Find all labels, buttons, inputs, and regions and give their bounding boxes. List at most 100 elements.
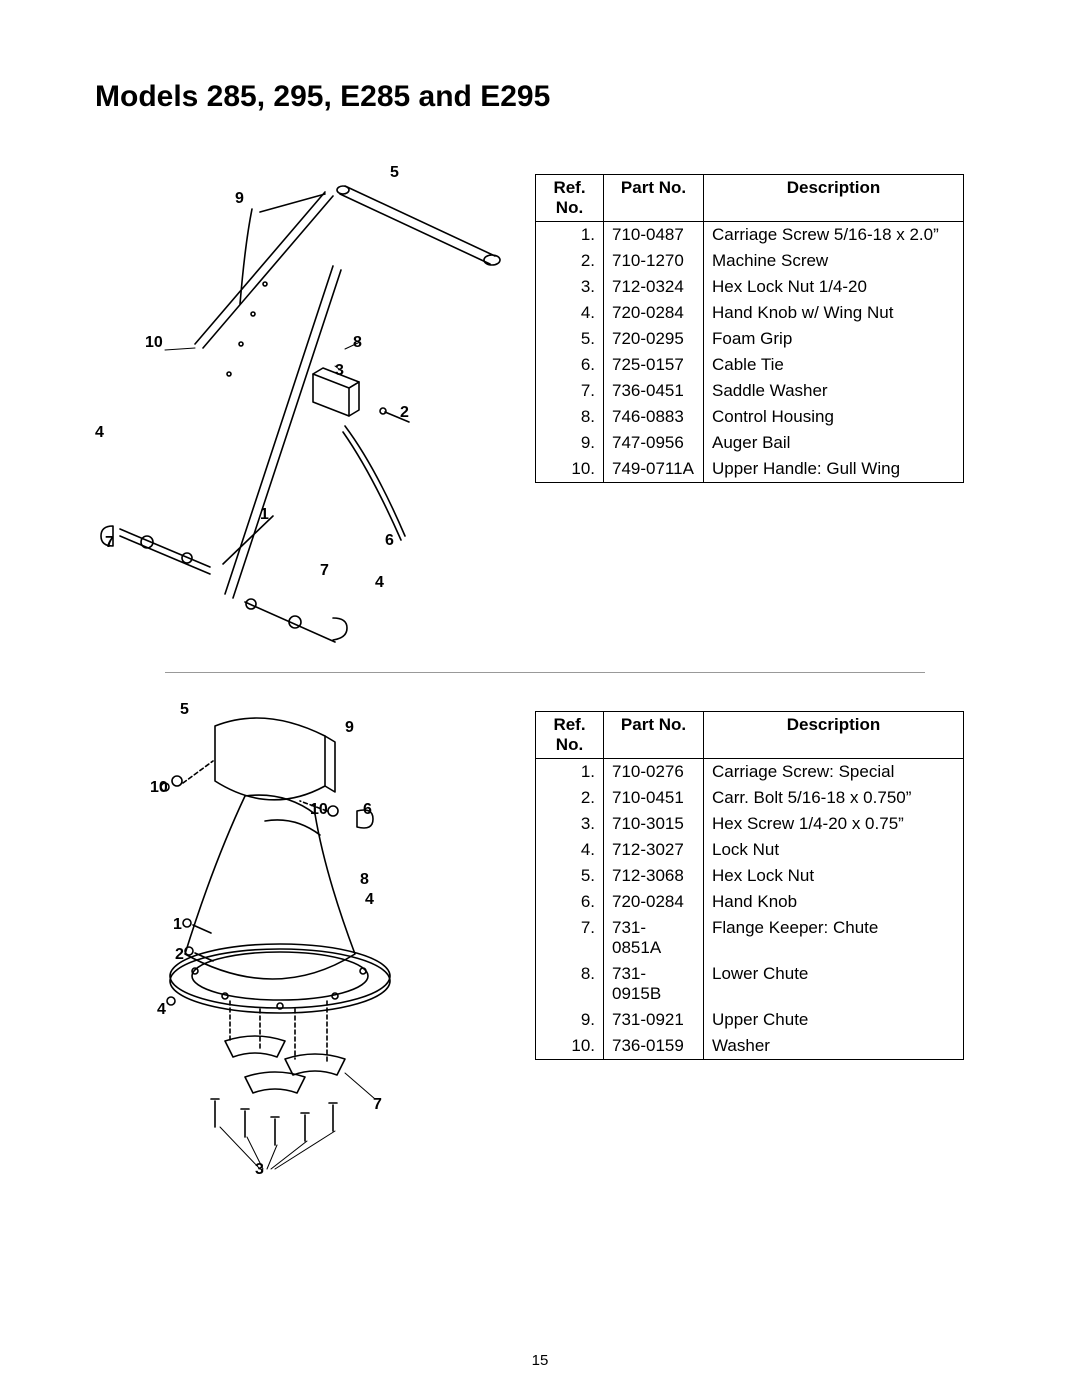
cell-part: 747-0956 [604, 430, 704, 456]
table-row: 9.747-0956Auger Bail [536, 430, 964, 456]
table-row: 7.731-0851AFlange Keeper: Chute [536, 915, 964, 961]
table-row: 2.710-1270Machine Screw [536, 248, 964, 274]
cell-ref: 5. [536, 326, 604, 352]
table-row: 2.710-0451Carr. Bolt 5/16-18 x 0.750” [536, 785, 964, 811]
cell-part: 731-0921 [604, 1007, 704, 1033]
table-row: 8.731-0915BLower Chute [536, 961, 964, 1007]
callout-number: 4 [365, 891, 374, 909]
callout-number: 5 [390, 164, 399, 182]
cell-ref: 1. [536, 222, 604, 249]
cell-ref: 6. [536, 352, 604, 378]
cell-desc: Control Housing [704, 404, 964, 430]
cell-desc: Flange Keeper: Chute [704, 915, 964, 961]
callout-number: 7 [320, 562, 329, 580]
page-number: 15 [0, 1352, 1080, 1369]
callout-number: 1 [173, 916, 182, 934]
th-part: Part No. [604, 712, 704, 759]
cell-ref: 4. [536, 300, 604, 326]
cell-part: 710-0276 [604, 759, 704, 786]
cell-desc: Upper Handle: Gull Wing [704, 456, 964, 483]
callout-number: 7 [105, 534, 114, 552]
diagram-chute: 59101068412473 [95, 701, 505, 1201]
table-row: 9.731-0921Upper Chute [536, 1007, 964, 1033]
table-row: 6.725-0157Cable Tie [536, 352, 964, 378]
cell-desc: Foam Grip [704, 326, 964, 352]
cell-ref: 7. [536, 378, 604, 404]
cell-desc: Hand Knob w/ Wing Nut [704, 300, 964, 326]
table-row: 5.712-3068Hex Lock Nut [536, 863, 964, 889]
cell-part: 725-0157 [604, 352, 704, 378]
cell-ref: 4. [536, 837, 604, 863]
callout-number: 2 [400, 404, 409, 422]
cell-ref: 5. [536, 863, 604, 889]
cell-part: 712-3068 [604, 863, 704, 889]
cell-part: 710-0451 [604, 785, 704, 811]
callout-number: 5 [180, 701, 189, 719]
cell-part: 710-1270 [604, 248, 704, 274]
callout-number: 7 [373, 1096, 382, 1114]
cell-ref: 2. [536, 248, 604, 274]
handle-svg [95, 164, 505, 644]
cell-part: 749-0711A [604, 456, 704, 483]
cell-ref: 3. [536, 811, 604, 837]
callout-number: 4 [375, 574, 384, 592]
diagram-handle: 5910832417674 [95, 164, 505, 644]
chute-svg [95, 701, 505, 1201]
th-part: Part No. [604, 175, 704, 222]
callout-number: 2 [175, 946, 184, 964]
callout-number: 8 [353, 334, 362, 352]
callout-number: 9 [345, 719, 354, 737]
cell-desc: Hex Screw 1/4-20 x 0.75” [704, 811, 964, 837]
cell-desc: Lower Chute [704, 961, 964, 1007]
cell-part: 736-0451 [604, 378, 704, 404]
section-divider [165, 672, 925, 673]
table-row: 10.749-0711AUpper Handle: Gull Wing [536, 456, 964, 483]
cell-ref: 9. [536, 1007, 604, 1033]
table-row: 1.710-0487Carriage Screw 5/16-18 x 2.0” [536, 222, 964, 249]
parts-table-1: Ref. No. Part No. Description 1.710-0487… [535, 174, 964, 483]
callout-number: 9 [235, 190, 244, 208]
cell-ref: 8. [536, 404, 604, 430]
cell-desc: Hex Lock Nut 1/4-20 [704, 274, 964, 300]
table-row: 3.710-3015Hex Screw 1/4-20 x 0.75” [536, 811, 964, 837]
cell-part: 731-0851A [604, 915, 704, 961]
cell-part: 710-0487 [604, 222, 704, 249]
cell-desc: Machine Screw [704, 248, 964, 274]
section-handle: 5910832417674 Ref. No. Part No. Descript… [95, 164, 1000, 644]
callout-number: 10 [150, 779, 168, 797]
cell-desc: Washer [704, 1033, 964, 1060]
cell-ref: 2. [536, 785, 604, 811]
table-row: 8.746-0883Control Housing [536, 404, 964, 430]
cell-part: 712-3027 [604, 837, 704, 863]
table-row: 4.720-0284Hand Knob w/ Wing Nut [536, 300, 964, 326]
cell-ref: 10. [536, 1033, 604, 1060]
cell-desc: Hex Lock Nut [704, 863, 964, 889]
cell-part: 712-0324 [604, 274, 704, 300]
cell-desc: Carriage Screw 5/16-18 x 2.0” [704, 222, 964, 249]
section-chute: 59101068412473 Ref. No. Part No. Descrip… [95, 701, 1000, 1201]
table-row: 5.720-0295Foam Grip [536, 326, 964, 352]
cell-desc: Cable Tie [704, 352, 964, 378]
table-row: 10.736-0159Washer [536, 1033, 964, 1060]
callout-number: 10 [310, 801, 328, 819]
cell-part: 720-0284 [604, 889, 704, 915]
th-ref: Ref. No. [536, 712, 604, 759]
callout-number: 3 [255, 1161, 264, 1179]
callout-number: 8 [360, 871, 369, 889]
callout-number: 6 [363, 801, 372, 819]
cell-desc: Hand Knob [704, 889, 964, 915]
page-title: Models 285, 295, E285 and E295 [95, 80, 1000, 114]
cell-ref: 1. [536, 759, 604, 786]
cell-ref: 10. [536, 456, 604, 483]
cell-desc: Auger Bail [704, 430, 964, 456]
cell-desc: Carr. Bolt 5/16-18 x 0.750” [704, 785, 964, 811]
cell-desc: Carriage Screw: Special [704, 759, 964, 786]
cell-ref: 8. [536, 961, 604, 1007]
table-row: 7.736-0451Saddle Washer [536, 378, 964, 404]
table-row: 3.712-0324Hex Lock Nut 1/4-20 [536, 274, 964, 300]
callout-number: 6 [385, 532, 394, 550]
cell-part: 731-0915B [604, 961, 704, 1007]
cell-part: 710-3015 [604, 811, 704, 837]
cell-desc: Upper Chute [704, 1007, 964, 1033]
th-ref: Ref. No. [536, 175, 604, 222]
